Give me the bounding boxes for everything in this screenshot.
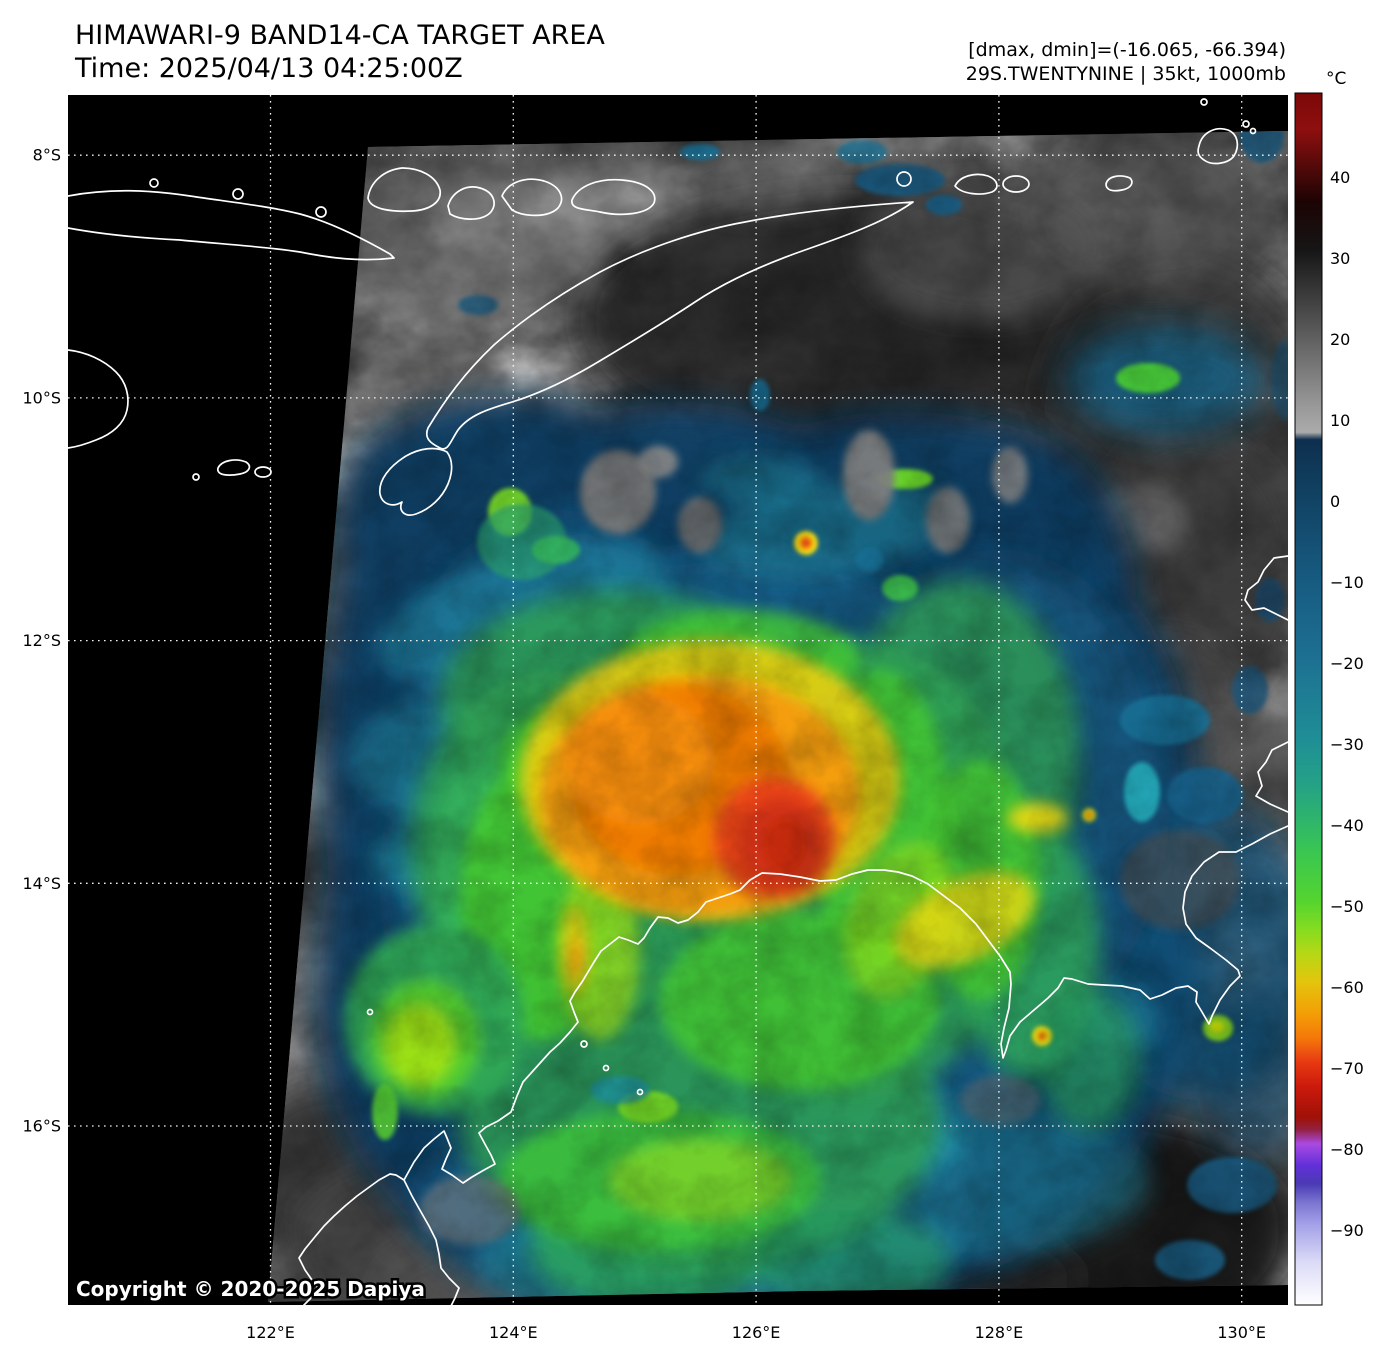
islet: [315, 206, 327, 218]
colorbar-tick-label: −40: [1330, 816, 1364, 835]
colorbar-tick-label: 0: [1330, 492, 1340, 511]
coastline-alor-chain: [501, 178, 563, 217]
coastline-flores: [68, 189, 395, 261]
lat-tick-label: 16°S: [22, 1117, 61, 1136]
lon-tick-label: 130°E: [1217, 1323, 1266, 1342]
colorbar-tick-label: −70: [1330, 1059, 1364, 1078]
coastline-tiwi-islands: [1244, 555, 1288, 621]
timestamp: Time: 2025/04/13 04:25:00Z: [74, 53, 463, 84]
lat-tick-label: 12°S: [22, 631, 61, 650]
latitude-axis: 8°S 10°S 12°S 14°S 16°S: [22, 146, 61, 1136]
coastline-timor: [425, 201, 914, 450]
colorbar-scale: 40 30 20 10 0 −10 −20 −30 −40 −50 −60 −70 −80 −90: [1330, 168, 1364, 1240]
colorbar-tick-label: 30: [1330, 249, 1350, 268]
colorbar-tick-label: −50: [1330, 897, 1364, 916]
coastline-dampier-peninsula: [298, 1173, 405, 1305]
coastline-alor-chain: [447, 186, 495, 220]
colorbar-unit: °C: [1326, 69, 1346, 89]
colorbar-tick-label: 10: [1330, 411, 1350, 430]
colorbar-tick-label: −10: [1330, 573, 1364, 592]
coastlines: [68, 98, 1288, 1305]
coastline-sawu: [217, 459, 251, 476]
coastline-wetar: [1197, 127, 1239, 165]
lon-tick-label: 128°E: [975, 1323, 1024, 1342]
satellite-swath-image: [268, 131, 1288, 1302]
islet: [254, 466, 272, 478]
islet: [602, 1064, 610, 1072]
coastline-alor-chain: [571, 178, 656, 216]
coastline-alor-chain: [367, 167, 441, 213]
islet: [149, 178, 159, 188]
lon-tick-label: 122°E: [246, 1323, 295, 1342]
islet-kisar: [896, 171, 912, 187]
islet: [1200, 98, 1208, 106]
colorbar-tick-label: −80: [1330, 1140, 1364, 1159]
colorbar-tick-label: −20: [1330, 654, 1364, 673]
lon-tick-label: 124°E: [489, 1323, 538, 1342]
islet: [1242, 120, 1250, 128]
lat-tick-label: 14°S: [22, 874, 61, 893]
page-title: HIMAWARI-9 BAND14-CA TARGET AREA: [75, 20, 605, 51]
graticule-gridlines: [68, 95, 1288, 1305]
coastline-barat-daya: [954, 173, 998, 195]
lon-tick-label: 126°E: [732, 1323, 781, 1342]
colorbar-tick-label: 20: [1330, 330, 1350, 349]
colorbar-tick-label: 40: [1330, 168, 1350, 187]
islet: [580, 1040, 588, 1048]
coastline-leti: [1105, 175, 1133, 192]
islet: [192, 473, 200, 481]
storm-annotation: 29S.TWENTYNINE | 35kt, 1000mb: [966, 63, 1286, 85]
colorbar-tick-label: −90: [1330, 1221, 1364, 1240]
map-plot: Copyright © 2020-2025 Dapiya: [68, 95, 1288, 1305]
colorbar-tick-label: −30: [1330, 735, 1364, 754]
colorbar-gradient: [1294, 92, 1323, 1306]
lat-tick-label: 10°S: [22, 388, 61, 407]
coastline-sumba: [68, 349, 129, 449]
islet: [1249, 127, 1257, 135]
islet: [366, 1008, 374, 1016]
lat-tick-label: 8°S: [33, 146, 61, 165]
coastline-australia: [403, 825, 1288, 1305]
noise-texture-overlay: [268, 131, 1288, 1302]
longitude-axis: 122°E 124°E 126°E 128°E 130°E: [246, 1323, 1266, 1342]
dmax-dmin-annotation: [dmax, dmin]=(-16.065, -66.394): [968, 39, 1286, 61]
islet: [232, 188, 244, 200]
colorbar-tick-label: −60: [1330, 978, 1364, 997]
coastline-rote-semau: [379, 447, 453, 516]
coastline-darwin: [1255, 741, 1288, 813]
colorbar: 40 30 20 10 0 −10 −20 −30 −40 −50 −60 −70 −80 −90: [1294, 92, 1364, 1306]
copyright-watermark: Copyright © 2020-2025 Dapiya: [76, 1277, 425, 1301]
islet: [1002, 175, 1030, 193]
islet: [636, 1088, 644, 1096]
